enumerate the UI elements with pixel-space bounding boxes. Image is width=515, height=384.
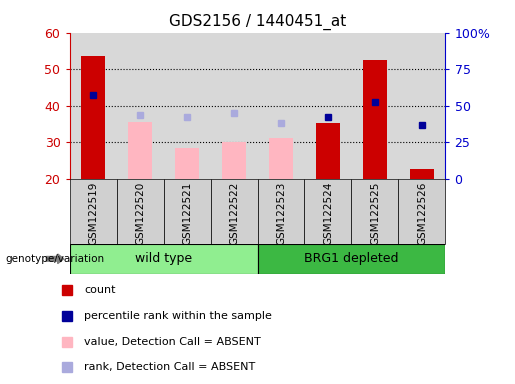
Bar xyxy=(211,179,258,244)
Bar xyxy=(304,179,352,244)
Bar xyxy=(116,179,164,244)
Bar xyxy=(352,179,399,244)
Text: BRG1 depleted: BRG1 depleted xyxy=(304,252,399,265)
Text: value, Detection Call = ABSENT: value, Detection Call = ABSENT xyxy=(84,337,261,347)
Bar xyxy=(70,179,116,244)
Text: GSM122524: GSM122524 xyxy=(323,182,333,245)
Text: percentile rank within the sample: percentile rank within the sample xyxy=(84,311,272,321)
Text: rank, Detection Call = ABSENT: rank, Detection Call = ABSENT xyxy=(84,362,255,372)
Text: genotype/variation: genotype/variation xyxy=(5,254,104,264)
Bar xyxy=(175,147,199,179)
Bar xyxy=(70,244,258,274)
Text: GSM122523: GSM122523 xyxy=(276,182,286,245)
Text: count: count xyxy=(84,285,116,295)
Text: GSM122521: GSM122521 xyxy=(182,182,192,245)
Text: GSM122526: GSM122526 xyxy=(417,182,427,245)
Bar xyxy=(316,123,340,179)
Text: wild type: wild type xyxy=(135,252,192,265)
Bar xyxy=(164,179,211,244)
Bar xyxy=(81,56,105,179)
Bar xyxy=(258,244,445,274)
Bar xyxy=(222,142,246,179)
Text: GSM122519: GSM122519 xyxy=(88,182,98,245)
Bar xyxy=(363,60,387,179)
Bar xyxy=(269,139,293,179)
Bar xyxy=(128,122,152,179)
Text: GSM122522: GSM122522 xyxy=(229,182,239,245)
Text: GSM122525: GSM122525 xyxy=(370,182,380,245)
Bar xyxy=(258,179,304,244)
Bar xyxy=(410,169,434,179)
Bar xyxy=(399,179,445,244)
Text: GSM122520: GSM122520 xyxy=(135,182,145,245)
Title: GDS2156 / 1440451_at: GDS2156 / 1440451_at xyxy=(169,14,346,30)
